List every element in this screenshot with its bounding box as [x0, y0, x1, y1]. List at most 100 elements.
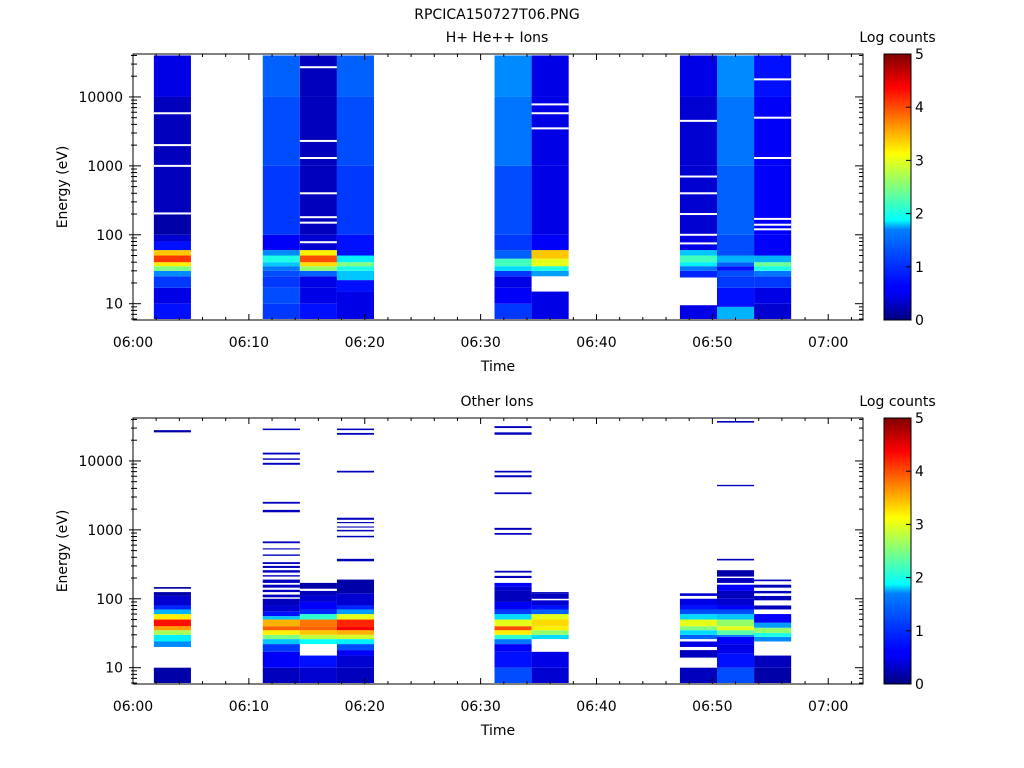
y-tick-label: 10	[105, 661, 123, 677]
cell-col0-4	[153, 266, 191, 271]
cell-col2-7	[299, 250, 337, 256]
cell-col4-21	[494, 432, 532, 435]
cell-col1-0	[262, 667, 300, 683]
colorbar-label: Log counts	[859, 30, 935, 46]
gap-col0-3	[153, 112, 191, 115]
cell-col1-21	[262, 548, 300, 550]
cell-col1-13	[262, 589, 300, 593]
cell-col7-10	[717, 55, 755, 97]
cell-col4-18	[494, 492, 532, 495]
cell-col1-25	[262, 462, 300, 465]
cell-col1-6	[262, 626, 300, 631]
panel-title: Other Ions	[460, 394, 533, 410]
cell-col4-5	[494, 630, 532, 635]
cell-col6-3	[679, 262, 717, 267]
colorbar	[883, 53, 912, 321]
cell-col4-10	[494, 55, 532, 97]
gap-col6-3	[679, 192, 717, 195]
y-tick-label: 100	[96, 592, 123, 608]
y-tick-label: 100	[96, 228, 123, 244]
cell-col7-6	[717, 626, 755, 631]
colorbar-tick-label: 2	[915, 571, 924, 587]
cell-col8-2	[754, 636, 792, 642]
cell-col1-9	[262, 611, 300, 617]
cell-col3-21	[336, 432, 375, 435]
cell-col5-7	[531, 609, 569, 615]
cell-col6-0	[679, 305, 717, 319]
cell-col2-7	[299, 614, 337, 620]
cell-col7-2	[717, 276, 755, 288]
cell-col1-19	[262, 562, 300, 564]
x-tick-label: 06:50	[692, 699, 732, 715]
cell-col0-3	[153, 630, 191, 635]
cell-col3-3	[336, 266, 375, 271]
cell-col0-4	[153, 626, 191, 631]
gap-col8-0	[754, 228, 792, 231]
cell-col3-9	[336, 614, 375, 620]
cell-col5-1	[531, 270, 569, 277]
cell-col2-8	[299, 609, 337, 615]
cell-col6-10	[679, 598, 717, 606]
cell-col8-6	[754, 614, 792, 623]
x-tick-label: 06:10	[229, 335, 269, 351]
gap-col6-4	[679, 175, 717, 178]
gap-col8-2	[754, 217, 792, 220]
cell-col4-14	[494, 575, 532, 579]
cell-col3-19	[336, 517, 375, 520]
cell-col8-8	[754, 165, 792, 235]
cell-col8-11	[754, 579, 792, 582]
cell-col3-7	[336, 626, 375, 631]
cell-col5-2	[531, 266, 569, 271]
cell-col2-6	[299, 255, 337, 263]
cell-col2-11	[299, 55, 337, 97]
cell-col5-7	[531, 96, 569, 166]
cell-col5-0	[531, 667, 569, 683]
colorbar-tick-label: 1	[915, 624, 924, 640]
cell-col7-17	[717, 484, 755, 487]
cell-col1-24	[262, 501, 300, 504]
cell-col4-17	[494, 527, 532, 530]
cell-col8-1	[754, 287, 792, 304]
gap-col2-5	[299, 139, 337, 142]
cell-col7-14	[717, 578, 755, 583]
cell-col7-1	[717, 287, 755, 307]
cell-col7-8	[717, 165, 755, 235]
cell-col7-8	[717, 614, 755, 620]
gap-col8-4	[754, 116, 792, 119]
cell-col7-15	[717, 570, 755, 577]
x-tick-label: 06:40	[576, 699, 616, 715]
cell-col2-2	[299, 276, 337, 288]
cell-col3-0	[336, 291, 375, 319]
cell-col3-4	[336, 262, 375, 267]
cell-col5-2	[531, 634, 569, 640]
cell-col0-1	[153, 287, 191, 304]
cell-col4-8	[494, 165, 532, 235]
cell-col4-2	[494, 276, 532, 288]
cell-col3-2	[336, 650, 375, 656]
gap-col6-0	[679, 242, 717, 245]
cell-col4-16	[494, 533, 532, 535]
cell-col8-1	[754, 655, 792, 668]
cell-col1-17	[262, 570, 300, 573]
colorbar-tick-label: 4	[915, 464, 924, 480]
cell-col1-11	[262, 55, 300, 97]
cell-col4-9	[494, 96, 532, 166]
gap-col8-3	[754, 157, 792, 160]
cell-col7-13	[717, 584, 755, 591]
y-tick-label: 10000	[78, 90, 123, 106]
cell-col2-9	[299, 165, 337, 235]
cell-col0-8	[153, 605, 191, 610]
cell-col3-7	[336, 165, 375, 235]
cell-col7-4	[717, 634, 755, 637]
axes: 06:00 06:10 06:20 06:30 06:40 06:50 07:00 10 100…	[78, 418, 863, 715]
cell-col2-10	[299, 595, 337, 602]
cell-col0-7	[153, 609, 191, 615]
x-tick-label: 06:20	[345, 699, 385, 715]
cell-col4-8	[494, 614, 532, 620]
colorbar-tick-label: 3	[915, 517, 924, 533]
cell-col4-3	[494, 270, 532, 277]
cell-col7-5	[717, 630, 755, 635]
colorbar	[883, 417, 912, 685]
x-tick-label: 06:50	[692, 335, 732, 351]
cell-col7-1	[717, 653, 755, 668]
